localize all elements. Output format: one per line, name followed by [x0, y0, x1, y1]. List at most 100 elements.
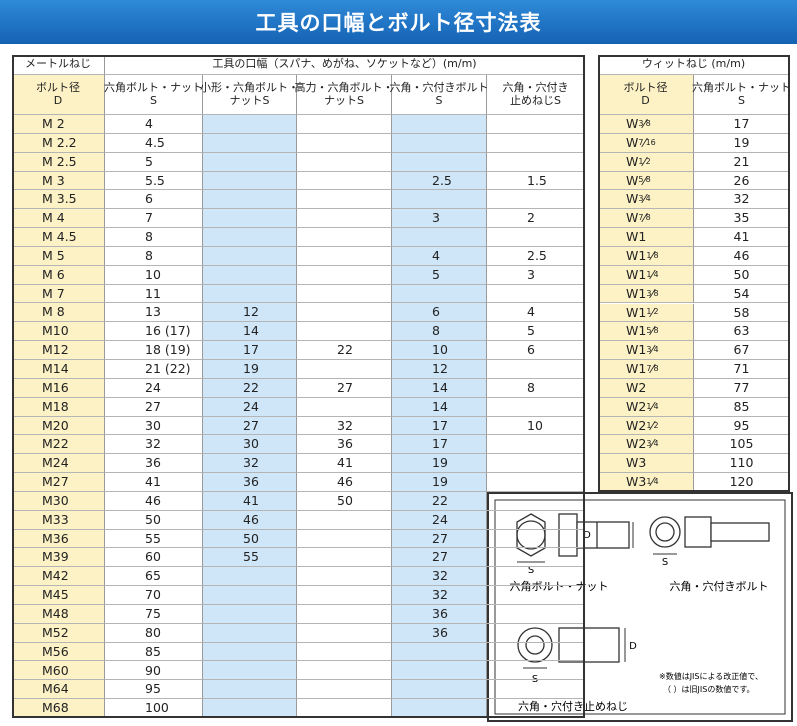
table-cell	[392, 284, 487, 304]
text: M33	[42, 511, 69, 527]
table-cell: M14	[12, 359, 105, 379]
table-cell	[487, 491, 585, 511]
table-cell	[203, 661, 297, 681]
text: M30	[42, 492, 69, 508]
table-cell	[487, 133, 585, 153]
table-cell	[392, 680, 487, 700]
table-cell: 6	[392, 303, 487, 323]
table-cell	[487, 228, 585, 247]
table-cell	[487, 586, 585, 605]
table-cell	[487, 604, 585, 624]
table-cell	[487, 529, 585, 549]
text: 36	[432, 605, 448, 621]
table-cell: 24	[392, 510, 487, 530]
table-cell: 8	[105, 246, 203, 266]
table-cell: M64	[12, 680, 105, 700]
table-cell: M22	[12, 435, 105, 455]
table-cell: M30	[12, 491, 105, 511]
table-cell: 50	[203, 529, 297, 549]
table-cell	[297, 661, 392, 681]
text: W2	[626, 398, 647, 414]
text: M18	[42, 398, 69, 414]
table-cell: 120	[694, 473, 790, 492]
table-cell: 6	[487, 341, 585, 360]
table-cell: M56	[12, 642, 105, 662]
table-cell	[297, 642, 392, 662]
text: 41	[337, 455, 353, 471]
table-cell: M27	[12, 473, 105, 492]
table-cell: 22	[392, 491, 487, 511]
table-cell: 27	[297, 378, 392, 398]
table-cell	[297, 604, 392, 624]
table-cell	[203, 115, 297, 134]
table-cell	[297, 171, 392, 191]
text: 2	[527, 210, 535, 226]
table-cell: 18 (19)	[105, 341, 203, 360]
table-cell: 95	[105, 680, 203, 700]
text: 70	[145, 587, 161, 603]
note: ※数値はJISによる改正値で、	[659, 671, 763, 681]
table-cell	[297, 359, 392, 379]
text: W1	[626, 361, 647, 377]
table-cell: 27	[392, 529, 487, 549]
table-cell: M18	[12, 397, 105, 417]
table-cell: 100	[105, 699, 203, 718]
table-cell	[392, 115, 487, 134]
text: ウィットねじ (m/m)	[641, 57, 746, 71]
text: 工具の口幅（スパナ、めがね、ソケットなど）(m/m)	[212, 57, 477, 71]
text: 6	[145, 191, 153, 207]
symbol: S	[662, 557, 668, 568]
table-cell: 63	[694, 322, 790, 342]
text: W	[626, 134, 639, 150]
table-cell	[297, 303, 392, 323]
table-cell: 17	[203, 341, 297, 360]
text: M42	[42, 568, 69, 584]
text: 50	[145, 511, 161, 527]
table-cell: 46	[694, 246, 790, 266]
text: 19	[432, 474, 448, 490]
text: W1	[626, 304, 647, 320]
table-cell: 55	[105, 529, 203, 549]
text: 27	[243, 417, 259, 433]
column-header: 六角ボルト・ナット S	[692, 75, 791, 115]
text: 41	[733, 229, 750, 245]
text: M24	[42, 455, 69, 471]
text: 95	[145, 681, 161, 697]
table-cell	[392, 152, 487, 172]
table-cell	[297, 680, 392, 700]
table-cell: 105	[694, 435, 790, 455]
text: M 2.2	[42, 134, 77, 150]
text: 16 (17)	[145, 323, 191, 339]
column-header: 六角ボルト・ナット S	[104, 75, 203, 115]
table-cell: 1.5	[487, 171, 585, 191]
text: 55	[145, 530, 161, 546]
text: 19	[243, 361, 259, 377]
table-cell: 4	[487, 303, 585, 323]
text: 58	[733, 304, 750, 320]
text: M36	[42, 530, 69, 546]
table-cell: 50	[694, 265, 790, 285]
table-cell: 14	[392, 378, 487, 398]
text: 高力・六角ボルト・	[294, 81, 394, 95]
table-cell: 21 (22)	[105, 359, 203, 379]
table-cell: M 3	[12, 171, 105, 191]
table-cell: W3	[598, 454, 694, 474]
text: 50	[243, 530, 259, 546]
text: M56	[42, 643, 69, 659]
table-cell: W2 3 ⁄ 4	[598, 435, 694, 455]
text: 85	[145, 643, 161, 659]
table-cell: 41	[694, 228, 790, 247]
table-cell	[297, 190, 392, 210]
table-cell: M20	[12, 416, 105, 436]
text: 46	[145, 492, 161, 508]
table-cell: 5.5	[105, 171, 203, 191]
text: 50	[337, 492, 353, 508]
table-cell	[297, 133, 392, 153]
table-cell	[487, 548, 585, 568]
table-cell	[487, 473, 585, 492]
table-cell: W 7 ⁄ 16	[598, 133, 694, 153]
title-bar: 工具の口幅とボルト径寸法表	[0, 0, 797, 44]
column-header: ボルト径 D	[598, 75, 694, 115]
table-cell	[203, 623, 297, 643]
text: 六角・穴付き	[502, 81, 569, 95]
